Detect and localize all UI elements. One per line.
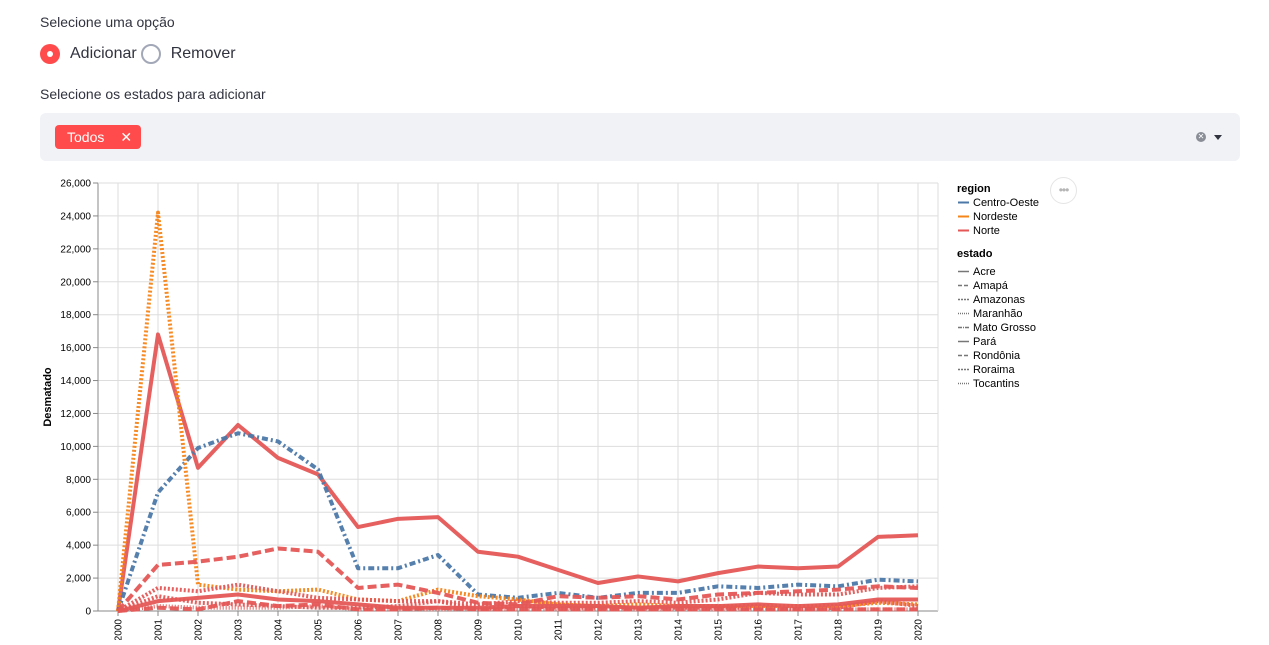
x-tick-label: 2004	[274, 619, 285, 640]
x-tick-label: 2020	[914, 619, 925, 640]
x-tick-label: 2003	[234, 619, 245, 640]
legend-region-title: region	[957, 183, 991, 195]
legend-estado-title: estado	[957, 248, 993, 260]
series-line-matogrosso	[116, 431, 919, 612]
states-multiselect[interactable]: Todos ✕ ✕	[40, 113, 1240, 161]
y-tick-label: 6,000	[66, 508, 91, 519]
x-tick-label: 2005	[314, 619, 325, 640]
x-tick-label: 2007	[394, 619, 405, 640]
legend-label: Acre	[973, 266, 996, 278]
x-tick-label: 2002	[194, 619, 205, 640]
y-tick-label: 26,000	[60, 179, 91, 190]
x-tick-label: 2014	[674, 619, 685, 640]
chart-actions-menu-icon[interactable]: •••	[1050, 177, 1077, 204]
y-tick-label: 2,000	[66, 574, 91, 585]
legend-label: Norte	[973, 225, 1000, 237]
series-line-amap	[117, 599, 918, 613]
legend-label: Nordeste	[973, 211, 1018, 223]
series-line-rondnia	[116, 546, 919, 613]
tag-remove-icon[interactable]: ✕	[120, 128, 133, 145]
legend-label: Rondônia	[973, 350, 1021, 362]
tag-label: Todos	[67, 129, 105, 145]
x-tick-label: 2009	[474, 619, 485, 640]
y-tick-label: 14,000	[60, 376, 91, 387]
series-line-roraima	[117, 594, 919, 613]
legend-label: Pará	[973, 336, 997, 348]
radio-adicionar-label: Adicionar	[70, 45, 137, 62]
y-tick-label: 18,000	[60, 310, 91, 321]
y-tick-label: 0	[85, 607, 91, 618]
y-tick-label: 20,000	[60, 277, 91, 288]
selected-tag-todos: Todos ✕	[55, 125, 142, 149]
y-tick-label: 22,000	[60, 244, 91, 255]
radio-remover[interactable]: Remover	[140, 44, 236, 64]
x-tick-label: 2000	[114, 619, 125, 640]
radio-remover-label: Remover	[170, 45, 236, 62]
x-tick-label: 2016	[754, 619, 765, 640]
option-radio-group: Adicionar Remover	[40, 43, 240, 65]
legend-label: Tocantins	[973, 378, 1020, 390]
clear-all-icon[interactable]: ✕	[1196, 132, 1206, 142]
x-tick-label: 2001	[154, 619, 165, 640]
chevron-down-icon[interactable]	[1214, 135, 1222, 140]
states-select-label: Selecione os estados para adicionar	[40, 86, 266, 102]
radio-selected-icon	[40, 44, 60, 64]
legend-label: Maranhão	[973, 308, 1023, 320]
legend-label: Mato Grosso	[973, 322, 1036, 334]
x-tick-label: 2017	[794, 619, 805, 640]
y-tick-label: 12,000	[60, 409, 91, 420]
legend-label: Amapá	[973, 280, 1009, 292]
deforestation-line-chart: 0 2,000 4,000 6,000 8,000 10,000 12,000 14,000 1…	[42, 179, 1039, 641]
x-tick-label: 2019	[874, 619, 885, 640]
y-tick-label: 8,000	[66, 475, 91, 486]
x-tick-label: 2018	[834, 619, 845, 640]
radio-adicionar[interactable]: Adicionar	[40, 44, 137, 64]
y-tick-label: 4,000	[66, 541, 91, 552]
series-line-amazonas	[117, 582, 919, 613]
x-tick-label: 2006	[354, 619, 365, 640]
x-tick-label: 2010	[514, 619, 525, 640]
option-label: Selecione uma opção	[40, 14, 175, 30]
y-tick-label: 24,000	[60, 211, 91, 222]
legend-label: Amazonas	[973, 294, 1025, 306]
x-tick-label: 2008	[434, 619, 445, 640]
x-tick-label: 2015	[714, 619, 725, 640]
legend-label: Roraima	[973, 364, 1015, 376]
legend-label: Centro-Oeste	[973, 197, 1039, 209]
x-tick-label: 2012	[594, 619, 605, 640]
y-axis-title: Desmatado	[42, 367, 54, 427]
x-tick-label: 2013	[634, 619, 645, 640]
y-tick-label: 16,000	[60, 343, 91, 354]
y-tick-label: 10,000	[60, 442, 91, 453]
x-tick-label: 2011	[554, 619, 565, 640]
radio-unselected-icon	[140, 44, 161, 64]
